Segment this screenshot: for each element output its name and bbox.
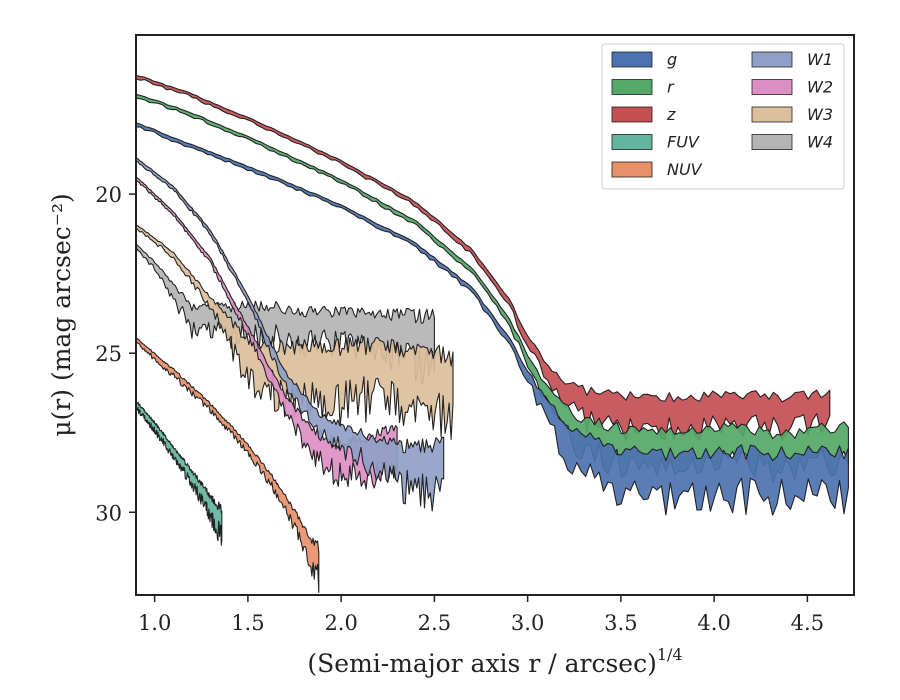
series-FUV bbox=[135, 401, 223, 546]
y-axis-label: μ(r) (mag arcsec⁻²) bbox=[47, 193, 76, 436]
legend-swatch-g bbox=[611, 51, 653, 68]
legend-label-r: r bbox=[667, 78, 675, 97]
series-band-FUV bbox=[135, 401, 223, 546]
legend-swatch-r bbox=[611, 79, 653, 95]
series-W3 bbox=[135, 223, 454, 441]
legend-swatch-W1 bbox=[751, 51, 793, 68]
legend-swatch-NUV bbox=[611, 161, 653, 178]
y-tick-label: 20 bbox=[95, 183, 122, 207]
x-tick-label: 3.0 bbox=[511, 611, 544, 635]
y-tick-label: 30 bbox=[95, 501, 122, 525]
legend-swatch-W2 bbox=[751, 79, 793, 95]
series-NUV bbox=[135, 337, 320, 593]
series-g bbox=[135, 122, 849, 516]
legend-label-NUV: NUV bbox=[667, 160, 703, 179]
legend: grz FUV NUV W1 W2 W3 W4 bbox=[601, 43, 845, 190]
x-axis-label-superscript: 1/4 bbox=[657, 645, 683, 664]
series-band-W3 bbox=[135, 223, 454, 441]
legend-swatch-FUV bbox=[611, 134, 653, 150]
legend-label-z: z bbox=[666, 105, 676, 124]
series-band-z bbox=[135, 74, 831, 442]
series-band-NUV bbox=[135, 337, 320, 593]
series-band-W1 bbox=[135, 157, 445, 512]
series-W1 bbox=[135, 157, 445, 512]
legend-items: grz FUV NUV W1 W2 W3 W4 bbox=[611, 50, 833, 179]
x-tick-label: 2.0 bbox=[324, 611, 357, 635]
legend-label-W2: W2 bbox=[807, 78, 833, 97]
x-tick-label: 1.0 bbox=[138, 611, 171, 635]
x-tick-label: 4.5 bbox=[791, 611, 824, 635]
legend-label-W1: W1 bbox=[807, 50, 833, 69]
x-axis: 1.0 1.5 2.0 2.5 3.0 3.5 4.0 4.5 bbox=[138, 595, 824, 635]
legend-label-FUV: FUV bbox=[667, 133, 700, 152]
y-axis: 20 25 30 bbox=[95, 183, 136, 525]
series-z bbox=[135, 74, 831, 442]
x-axis-label: (Semi-major axis r / arcsec)1/4 bbox=[307, 645, 682, 678]
legend-label-W4: W4 bbox=[807, 133, 833, 152]
y-tick-label: 25 bbox=[95, 342, 122, 366]
legend-swatch-W3 bbox=[751, 106, 793, 123]
x-axis-label-main: (Semi-major axis r / arcsec) bbox=[307, 649, 656, 678]
series-layer bbox=[135, 74, 849, 593]
x-tick-label: 3.5 bbox=[604, 611, 637, 635]
legend-swatch-z bbox=[611, 106, 653, 123]
plot-frame bbox=[135, 34, 855, 596]
legend-label-g: g bbox=[667, 50, 677, 69]
x-tick-label: 2.5 bbox=[418, 611, 451, 635]
legend-label-W3: W3 bbox=[807, 105, 833, 124]
x-tick-label: 1.5 bbox=[231, 611, 264, 635]
x-tick-label: 4.0 bbox=[697, 611, 730, 635]
legend-swatch-W4 bbox=[751, 134, 793, 150]
series-band-g bbox=[135, 122, 849, 516]
